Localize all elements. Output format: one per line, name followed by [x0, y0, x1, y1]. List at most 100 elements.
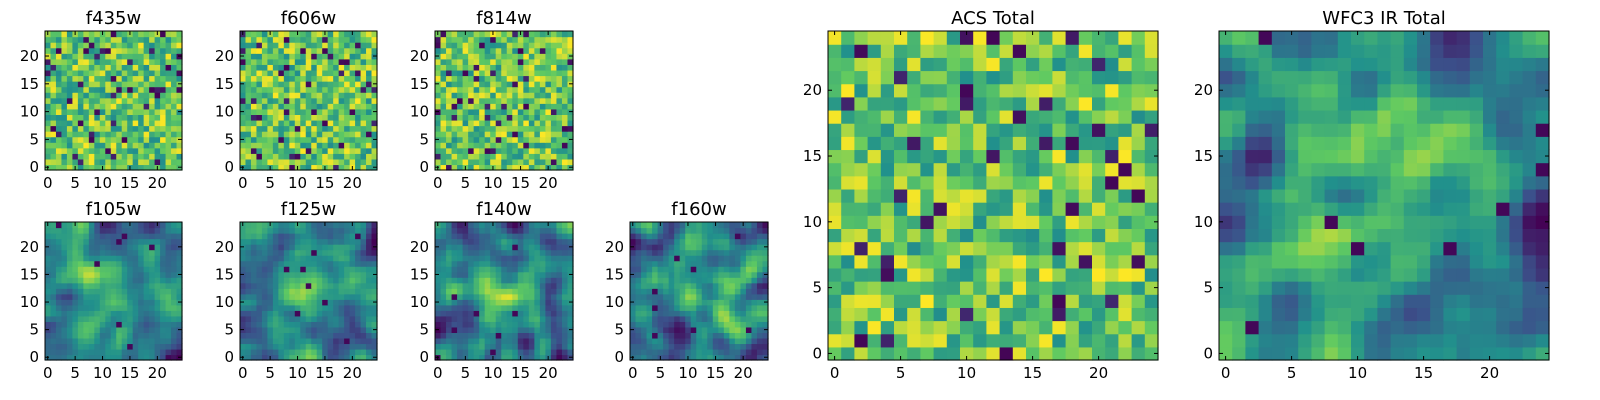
heatmap-cell [446, 97, 453, 104]
heatmap-cell [160, 321, 167, 328]
heatmap-cell [355, 310, 362, 317]
heatmap-cell [495, 81, 502, 88]
heatmap-cell [435, 321, 442, 328]
heatmap-cell [1092, 202, 1106, 216]
heatmap-cell [880, 149, 895, 164]
heatmap-cell [556, 125, 563, 132]
heatmap-cell [561, 164, 569, 171]
heatmap-cell [283, 238, 290, 245]
heatmap-cell [245, 75, 252, 82]
heatmap-cell [468, 348, 475, 356]
heatmap-cell [116, 233, 123, 240]
heatmap-cell [512, 238, 519, 245]
heatmap-cell [272, 125, 279, 132]
heatmap-cell [305, 348, 312, 356]
heatmap-cell [1131, 241, 1146, 256]
heatmap-cell [745, 293, 753, 300]
heatmap-cell [355, 255, 362, 262]
heatmap-cell [446, 58, 453, 65]
heatmap-cell [473, 260, 480, 267]
heatmap-cell [718, 238, 725, 245]
heatmap-cell [641, 288, 648, 295]
heatmap-cell [828, 281, 842, 295]
heatmap-cell [176, 142, 183, 149]
heatmap-cell [446, 119, 453, 127]
heatmap-cell [165, 153, 172, 160]
heatmap-cell [523, 47, 530, 54]
heatmap-cell [567, 321, 574, 328]
heatmap-cell [1144, 307, 1159, 322]
heatmap-cell [250, 86, 258, 93]
heatmap-cell [272, 238, 279, 245]
heatmap-cell [149, 337, 156, 345]
heatmap-cell [1065, 202, 1080, 216]
heatmap-cell [88, 354, 95, 361]
heatmap-cell [446, 348, 453, 356]
heatmap-cell [344, 337, 351, 345]
heatmap-cell [121, 142, 128, 149]
heatmap-cell [327, 75, 334, 82]
heatmap-cell [490, 332, 497, 339]
heatmap-cell [316, 332, 323, 339]
heatmap-cell [556, 81, 563, 88]
heatmap-cell [745, 343, 753, 350]
heatmap-cell [289, 255, 296, 262]
heatmap-cell [45, 142, 52, 149]
heatmap-cell [479, 288, 486, 295]
heatmap-cell [289, 81, 296, 88]
heatmap-cell [756, 227, 764, 234]
heatmap-cell [657, 315, 664, 322]
heatmap-cell [712, 348, 719, 356]
heatmap-cell [338, 222, 345, 229]
heatmap-cell [1065, 215, 1080, 229]
heatmap-cell [729, 260, 736, 267]
heatmap-cell [305, 125, 312, 132]
heatmap-cell [349, 310, 356, 317]
heatmap-cell [556, 244, 563, 251]
heatmap-cell [267, 36, 274, 43]
heatmap-cell [685, 249, 692, 256]
heatmap-cell [333, 315, 340, 322]
heatmap-cell [300, 136, 307, 143]
heatmap-cell [854, 241, 869, 256]
heatmap-cell [300, 42, 307, 49]
heatmap-cell [55, 244, 63, 251]
axes-frame [44, 221, 183, 361]
heatmap-cell [451, 69, 458, 77]
heatmap-cell [327, 164, 334, 171]
heatmap-cell [322, 47, 329, 54]
heatmap-cell [473, 244, 480, 251]
heatmap-cell [127, 304, 134, 311]
heatmap-cell [333, 343, 340, 350]
heatmap-cell [61, 293, 68, 300]
heatmap-cell [261, 343, 268, 350]
heatmap-cell [110, 108, 117, 115]
heatmap-cell [289, 244, 296, 251]
heatmap-cell [88, 271, 95, 278]
heatmap-cell [740, 260, 747, 267]
heatmap-cell [534, 244, 541, 251]
heatmap-cell [1039, 241, 1053, 256]
heatmap-cell [1065, 254, 1080, 269]
heatmap-cell [371, 277, 378, 284]
heatmap-cell [283, 227, 290, 234]
heatmap-cell [72, 131, 79, 138]
heatmap-cell [66, 321, 73, 328]
heatmap-cell [305, 86, 312, 93]
heatmap-cell [539, 310, 546, 317]
heatmap-cell [707, 326, 714, 333]
heatmap-cell [88, 103, 95, 110]
heatmap-cell [556, 42, 563, 49]
heatmap-cell [355, 97, 362, 104]
heatmap-cell [920, 175, 935, 190]
heatmap-cell [451, 227, 458, 234]
heatmap-cell [149, 147, 156, 154]
heatmap-cell [360, 222, 367, 229]
heatmap-cell [550, 222, 558, 229]
heatmap-cell [50, 114, 57, 121]
heatmap-cell [45, 153, 52, 160]
heatmap-cell [479, 153, 486, 160]
heatmap-cell [567, 238, 574, 245]
heatmap-cell [127, 136, 134, 143]
heatmap-cell [50, 97, 57, 104]
